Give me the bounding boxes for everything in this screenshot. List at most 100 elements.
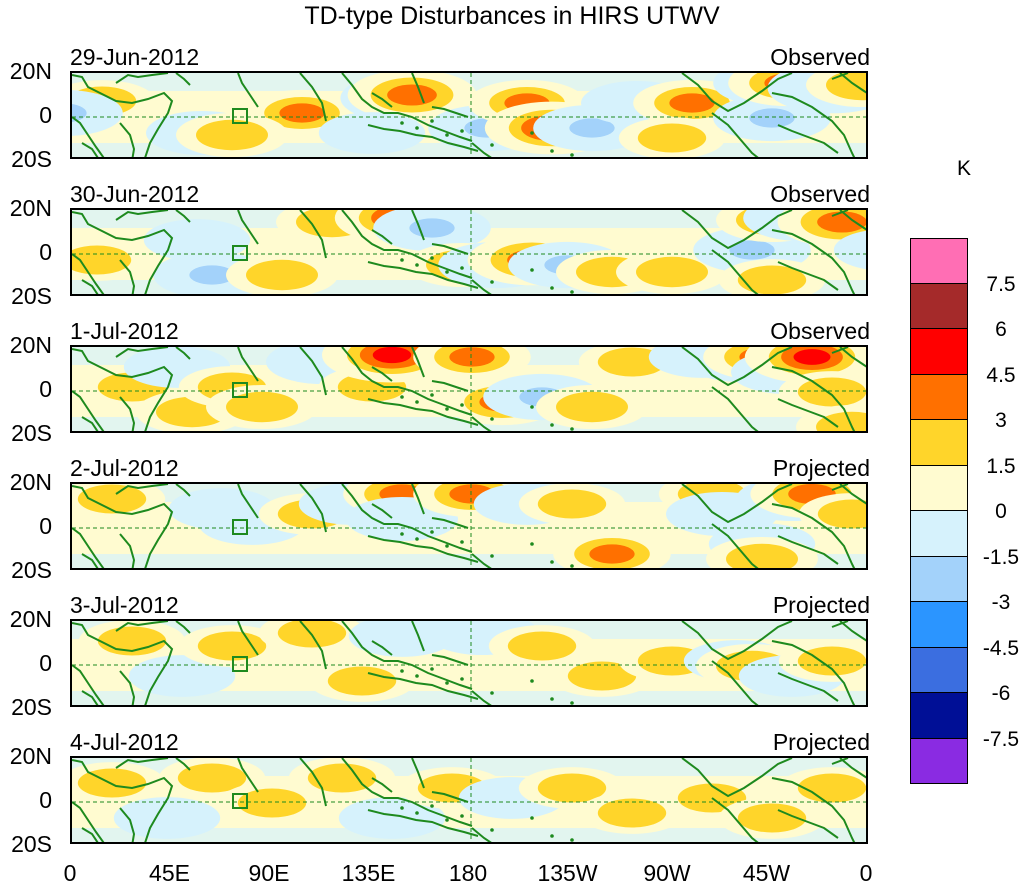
coastline: [119, 259, 136, 294]
coastline: [299, 210, 327, 259]
coastline: [237, 210, 259, 245]
coastline: [411, 484, 425, 515]
island: [430, 804, 434, 808]
coastline: [115, 758, 169, 769]
y-axis-label: 20S: [11, 694, 52, 720]
island: [570, 153, 574, 157]
anomaly-halo: [833, 230, 866, 270]
coastline: [115, 621, 169, 632]
anomaly-contour: [507, 631, 577, 661]
anomaly-contour: [637, 123, 707, 153]
x-axis-label: 90E: [248, 860, 290, 886]
coastline: [115, 210, 169, 221]
anomaly-contour: [162, 225, 232, 255]
island: [530, 679, 534, 683]
island: [430, 530, 434, 534]
island: [460, 266, 464, 270]
island: [550, 560, 554, 564]
coastline: [175, 210, 191, 223]
coastline: [237, 347, 259, 382]
colorbar-label: -7.5: [982, 727, 1020, 751]
coastline: [411, 73, 425, 104]
coastline: [72, 527, 105, 568]
coastline: [367, 261, 479, 289]
coastline: [81, 827, 99, 842]
colorbar-label: -4.5: [982, 636, 1020, 660]
map-panel-svg: [72, 210, 866, 294]
colorbar-swatch: [910, 647, 968, 693]
anomaly-contour: [817, 211, 866, 233]
chart-title: TD-type Disturbances in HIRS UTWV: [304, 2, 720, 30]
island: [400, 395, 404, 399]
coastline: [471, 827, 492, 842]
anomaly-contour: [556, 391, 628, 423]
x-axis-label: 0: [63, 860, 77, 886]
coastline: [72, 348, 174, 431]
coastline: [72, 622, 174, 705]
coastline: [81, 553, 99, 568]
coastline: [431, 791, 469, 803]
coastline: [771, 503, 856, 568]
panel-date: 2-Jul-2012: [70, 455, 179, 481]
colorbar-swatch: [910, 738, 968, 784]
coastline: [711, 660, 759, 705]
anomaly-contour: [449, 347, 495, 367]
coastline: [411, 758, 425, 789]
coastline: [431, 243, 469, 255]
anomaly-contour: [729, 240, 775, 260]
coastline: [341, 621, 473, 690]
colorbar-label: -1.5: [982, 545, 1020, 569]
coastline: [175, 347, 191, 360]
coastline: [81, 142, 99, 157]
anomaly-contour: [246, 259, 318, 291]
coastline: [237, 621, 259, 656]
coastline: [72, 74, 174, 157]
panel-status: Observed: [770, 181, 870, 207]
coastline: [81, 279, 99, 294]
coastline: [831, 484, 849, 491]
colorbar-swatch: [910, 420, 968, 466]
anomaly-contour: [636, 256, 708, 288]
y-axis-label: 20N: [9, 469, 52, 495]
colorbar-label: -3: [991, 591, 1011, 614]
coastline: [431, 380, 469, 392]
coastline: [681, 210, 793, 250]
colorbar-label: 4.5: [986, 363, 1016, 387]
x-axis-label: 0: [859, 860, 873, 886]
y-axis-label: 20S: [11, 420, 52, 446]
island: [530, 268, 534, 272]
colorbar-unit: K: [957, 157, 972, 180]
island: [415, 674, 419, 678]
colorbar-label: -6: [991, 682, 1011, 705]
island: [415, 537, 419, 541]
y-axis-label: 20S: [11, 146, 52, 172]
island: [430, 119, 434, 123]
island: [570, 290, 574, 294]
colorbar-label: 1.5: [986, 454, 1016, 478]
coastline: [681, 484, 793, 524]
coastline: [711, 112, 759, 157]
coastline: [72, 485, 174, 568]
coastline: [175, 758, 191, 771]
map-panel-svg: [72, 73, 866, 157]
coastline: [367, 398, 479, 426]
anomaly-contour: [279, 103, 325, 123]
island: [550, 149, 554, 153]
colorbar-swatch: [910, 556, 968, 602]
coastline: [431, 106, 469, 118]
region-box: [232, 382, 248, 398]
coastline: [771, 640, 856, 705]
coastline: [367, 124, 479, 152]
coastline: [831, 210, 849, 217]
coastline: [681, 621, 793, 661]
anomaly-contour: [597, 347, 667, 377]
map-panel-svg: [72, 621, 866, 705]
island: [415, 400, 419, 404]
y-axis-label: 0: [39, 513, 52, 539]
panel-status: Observed: [770, 44, 870, 70]
island: [445, 270, 449, 274]
island: [570, 838, 574, 842]
anomaly-contour: [589, 544, 635, 564]
island: [490, 691, 494, 695]
map-panel: [70, 619, 868, 707]
